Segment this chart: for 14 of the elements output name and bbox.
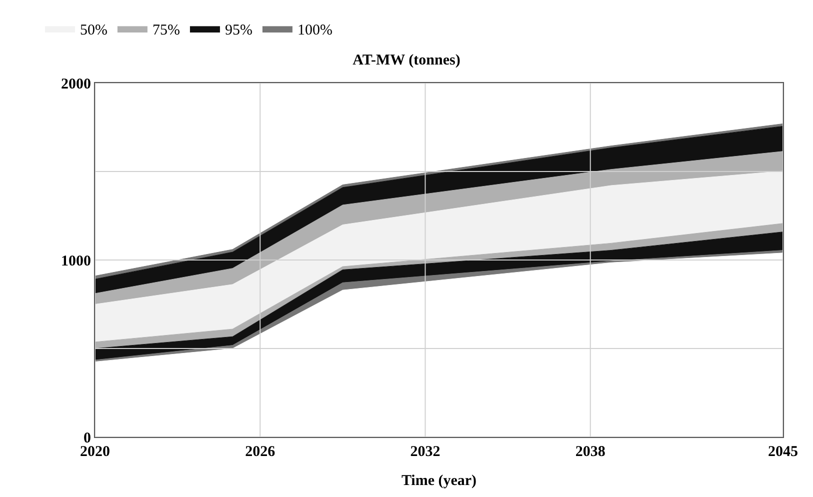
x-tick-label: 2020 <box>80 444 110 460</box>
x-tick-label: 2026 <box>245 444 276 460</box>
x-axis-title: Time (year) <box>401 473 477 489</box>
legend-label: 100% <box>297 22 332 38</box>
legend-label: 50% <box>80 22 108 38</box>
y-tick-label: 0 <box>84 430 91 446</box>
x-tick-label: 2045 <box>768 444 798 460</box>
y-tick-label: 1000 <box>61 253 91 270</box>
x-tick-label: 2038 <box>575 444 606 460</box>
legend-label: 95% <box>224 22 252 38</box>
legend-label: 75% <box>152 22 180 38</box>
x-tick-label: 2032 <box>410 444 440 460</box>
chart-title: AT-MW (tonnes) <box>352 52 460 69</box>
y-tick-label: 2000 <box>61 76 91 92</box>
